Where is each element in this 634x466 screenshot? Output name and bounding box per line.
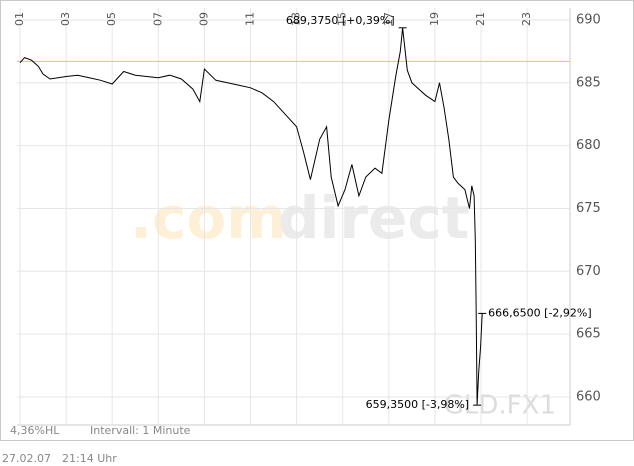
x-tick-label: 11 [244, 12, 257, 26]
x-tick-label: 17 [382, 12, 395, 26]
annotation-label: 689,3750 [+0,39%] [286, 14, 395, 27]
interval-label: Intervall: 1 Minute [90, 424, 191, 437]
x-tick-label: 05 [105, 12, 118, 26]
watermark-direct: direct [278, 184, 469, 252]
range-label: 4,36%HL [10, 424, 60, 437]
annotation-label: 659,3500 [-3,98%] [366, 398, 469, 411]
time-label: 21:14 Uhr [62, 452, 117, 465]
y-tick-label: 685 [576, 75, 601, 90]
x-tick-label: 15 [336, 12, 349, 26]
x-tick-label: 07 [151, 12, 164, 26]
x-tick-label: 01 [13, 12, 26, 26]
y-tick-label: 680 [576, 138, 601, 153]
symbol-watermark: GLD.FX1 [444, 391, 556, 421]
date-label: 27.02.07 [2, 452, 51, 465]
y-tick-label: 690 [576, 12, 601, 27]
y-tick-label: 670 [576, 264, 601, 279]
watermark-com: .com [130, 184, 287, 252]
x-tick-label: 21 [474, 12, 487, 26]
chart-frame [0, 0, 634, 441]
y-tick-label: 665 [576, 327, 601, 342]
x-tick-label: 09 [197, 12, 210, 26]
price-line [19, 27, 483, 406]
annotation-label: 666,6500 [-2,92%] [488, 306, 591, 319]
y-tick-label: 660 [576, 389, 601, 404]
x-tick-label: 03 [59, 12, 72, 26]
x-tick-label: 19 [428, 12, 441, 26]
x-tick-label: 23 [520, 12, 533, 26]
x-tick-label: 13 [290, 12, 303, 26]
y-tick-label: 675 [576, 201, 601, 216]
